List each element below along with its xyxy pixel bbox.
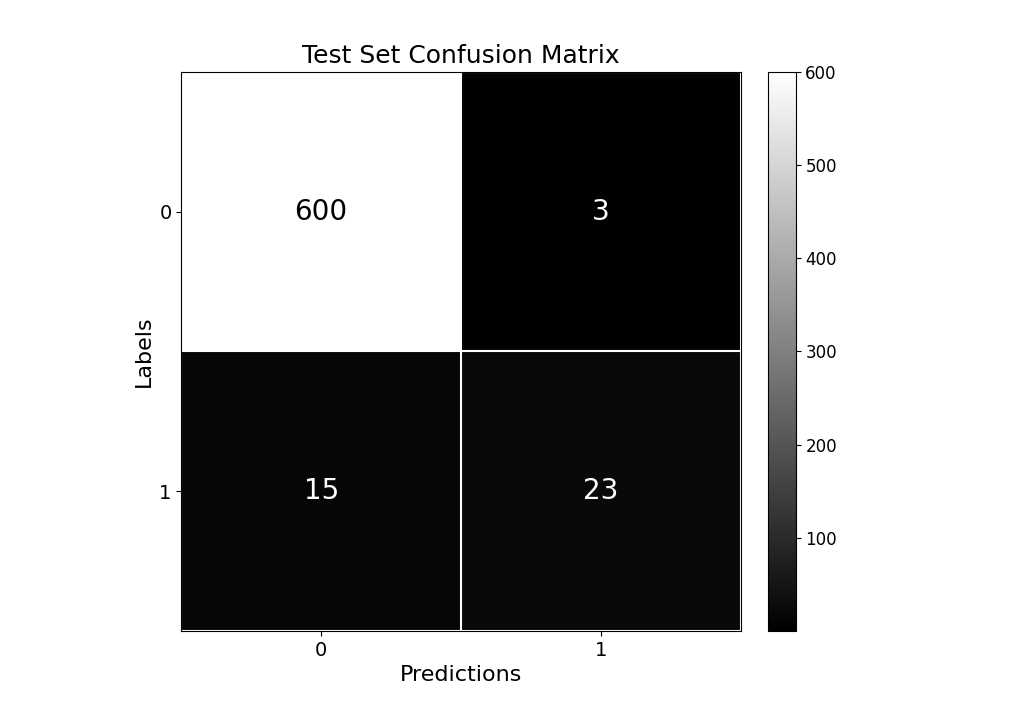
Text: 15: 15 [303,477,339,505]
X-axis label: Predictions: Predictions [399,665,522,685]
Text: 600: 600 [295,197,348,226]
Text: 3: 3 [592,197,609,226]
Title: Test Set Confusion Matrix: Test Set Confusion Matrix [302,44,620,68]
Y-axis label: Labels: Labels [134,315,154,387]
Text: 23: 23 [583,477,618,505]
